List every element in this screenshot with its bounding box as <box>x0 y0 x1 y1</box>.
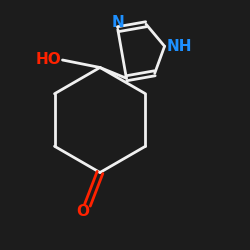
Text: N: N <box>112 16 124 30</box>
Text: HO: HO <box>36 52 62 68</box>
Text: O: O <box>76 204 89 219</box>
Text: NH: NH <box>167 39 192 54</box>
